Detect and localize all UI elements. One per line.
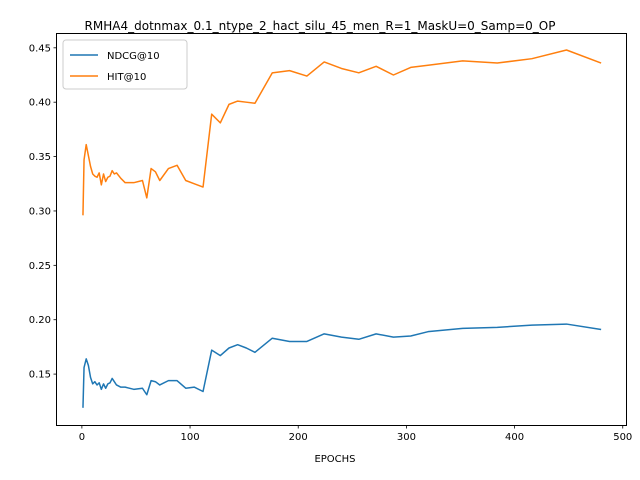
series-line-hit-10 <box>82 49 602 216</box>
y-tick-label: 0.15 <box>29 370 51 381</box>
legend-label-hit: HIT@10 <box>107 72 146 83</box>
series-line-ndcg-10 <box>82 323 602 408</box>
chart-title: RMHA4_dotnmax_0.1_ntype_2_hact_silu_45_m… <box>85 19 556 33</box>
x-tick-label: 0 <box>79 432 85 443</box>
x-tick-label: 500 <box>613 432 632 443</box>
y-tick-label: 0.35 <box>29 152 51 163</box>
plot-frame <box>56 33 627 426</box>
y-tick-label: 0.40 <box>29 98 51 109</box>
y-tick-label: 0.45 <box>29 43 51 54</box>
x-tick-label: 100 <box>181 432 200 443</box>
y-tick-label: 0.25 <box>29 261 51 272</box>
series-layer <box>82 49 602 408</box>
y-tick-label: 0.30 <box>29 206 51 217</box>
x-tick-label: 200 <box>289 432 308 443</box>
legend-label-ndcg: NDCG@10 <box>107 51 160 62</box>
x-tick-label: 400 <box>505 432 524 443</box>
x-axis-label: EPOCHS <box>314 454 355 465</box>
y-tick-label: 0.20 <box>29 315 51 326</box>
x-tick-label: 300 <box>397 432 416 443</box>
legend: NDCG@10 HIT@10 <box>62 39 188 90</box>
